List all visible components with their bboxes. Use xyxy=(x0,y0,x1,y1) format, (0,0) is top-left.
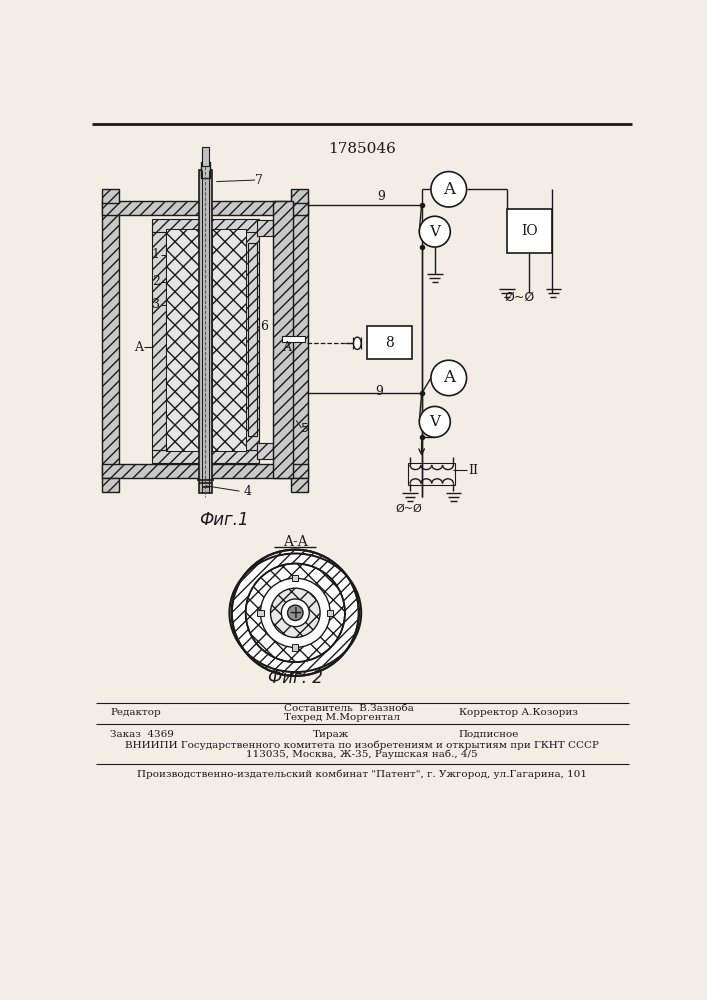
Bar xyxy=(202,147,209,166)
Text: Ø~Ø: Ø~Ø xyxy=(395,504,422,514)
Text: Редактор: Редактор xyxy=(110,708,160,717)
Bar xyxy=(248,243,257,436)
Text: A: A xyxy=(282,341,291,354)
Text: Фиг. 2: Фиг. 2 xyxy=(268,669,322,687)
Text: 5: 5 xyxy=(301,422,310,434)
Text: +: + xyxy=(288,604,302,622)
Bar xyxy=(368,326,412,359)
Text: Техред М.Моргентал: Техред М.Моргентал xyxy=(284,713,400,722)
Bar xyxy=(292,644,298,651)
Bar xyxy=(152,450,259,463)
Text: 1785046: 1785046 xyxy=(328,142,396,156)
Bar xyxy=(152,229,166,451)
Text: 8: 8 xyxy=(385,336,395,350)
Bar xyxy=(282,336,305,342)
Bar xyxy=(152,219,259,232)
Text: Подписное: Подписное xyxy=(459,730,519,739)
Bar xyxy=(103,189,119,203)
Bar xyxy=(201,162,210,178)
Circle shape xyxy=(288,605,303,620)
Circle shape xyxy=(419,216,450,247)
Bar xyxy=(103,478,119,492)
Text: Ø~Ø: Ø~Ø xyxy=(504,291,534,304)
Circle shape xyxy=(431,172,467,207)
Bar xyxy=(257,610,264,616)
Text: 3: 3 xyxy=(152,298,160,311)
Bar xyxy=(507,209,552,253)
Bar xyxy=(103,201,119,478)
Text: Заказ  4369: Заказ 4369 xyxy=(110,730,174,739)
Text: Составитель  В.Зазноба: Составитель В.Зазноба xyxy=(284,704,414,713)
Circle shape xyxy=(260,578,330,647)
Text: Фиг.1: Фиг.1 xyxy=(199,511,249,529)
Ellipse shape xyxy=(354,337,361,349)
Bar xyxy=(245,229,259,451)
Bar xyxy=(273,201,293,478)
Circle shape xyxy=(281,599,309,627)
Bar xyxy=(199,170,211,493)
Bar xyxy=(166,229,245,451)
Text: 6: 6 xyxy=(260,320,269,333)
Bar xyxy=(327,610,333,616)
Text: A: A xyxy=(443,181,455,198)
Circle shape xyxy=(271,588,320,637)
Text: 1: 1 xyxy=(152,248,160,261)
Text: 2: 2 xyxy=(152,275,160,288)
Circle shape xyxy=(246,564,345,662)
Text: Тираж: Тираж xyxy=(313,730,349,739)
Text: A: A xyxy=(443,369,455,386)
Text: II: II xyxy=(468,464,478,477)
Circle shape xyxy=(232,550,359,676)
Bar xyxy=(166,229,245,451)
Text: V: V xyxy=(429,225,440,239)
Bar xyxy=(257,220,273,235)
Bar xyxy=(103,464,308,478)
Text: ВНИИПИ Государственного комитета по изобретениям и открытиям при ГКНТ СССР: ВНИИПИ Государственного комитета по изоб… xyxy=(125,740,599,750)
Bar xyxy=(291,478,308,492)
Text: 7: 7 xyxy=(255,174,263,187)
Bar xyxy=(257,443,273,459)
Bar xyxy=(212,229,247,451)
Text: 9: 9 xyxy=(375,385,383,398)
Text: V: V xyxy=(429,415,440,429)
Circle shape xyxy=(431,360,467,396)
Text: Производственно-издательский комбинат "Патент", г. Ужгород, ул.Гагарина, 101: Производственно-издательский комбинат "П… xyxy=(137,770,587,779)
Text: 9: 9 xyxy=(378,190,385,204)
Bar xyxy=(103,201,308,215)
Text: 4: 4 xyxy=(243,485,252,498)
Text: A-A: A-A xyxy=(283,535,308,549)
Text: A: A xyxy=(134,341,143,354)
Circle shape xyxy=(419,406,450,437)
Text: 113035, Москва, Ж-35, Раушская наб., 4/5: 113035, Москва, Ж-35, Раушская наб., 4/5 xyxy=(246,750,478,759)
Text: IO: IO xyxy=(521,224,537,238)
Bar xyxy=(291,201,308,478)
Text: Корректор А.Козориз: Корректор А.Козориз xyxy=(459,708,578,717)
Bar xyxy=(409,463,455,485)
Bar xyxy=(291,189,308,203)
Bar xyxy=(292,575,298,581)
